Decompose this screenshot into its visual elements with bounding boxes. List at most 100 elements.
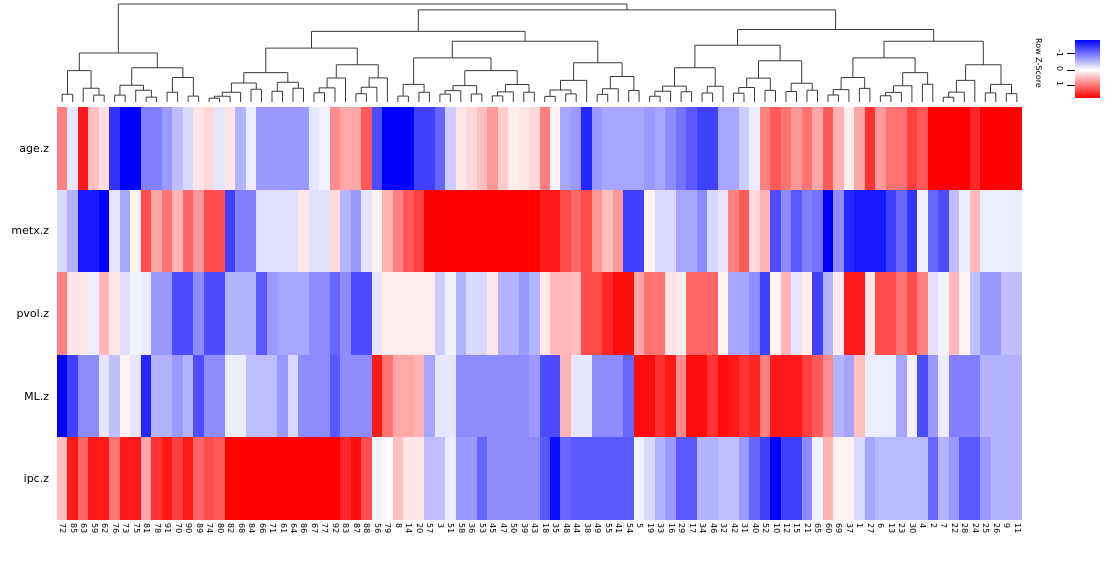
heatmap-cell [718,355,728,437]
heatmap-cell [393,190,403,272]
heatmap-cell [686,355,697,437]
heatmap-cell [288,355,298,437]
heatmap-cell [623,190,634,272]
heatmap-cell [844,272,854,355]
heatmap-cell [812,355,823,437]
heatmap-cell [204,355,214,437]
heatmap-cell [78,355,88,437]
heatmap-cell [791,107,802,190]
heatmap-cell [665,355,676,437]
heatmap-cell [917,355,928,437]
heatmap-cell [875,190,886,272]
heatmap-cell [151,272,162,355]
heatmap-cell [445,107,456,190]
column-label: 34 [698,523,708,534]
heatmap-cell [697,107,707,190]
heatmap-cell [718,437,728,520]
heatmap-cell [613,355,623,437]
heatmap-cell [183,272,193,355]
heatmap-cell [938,190,949,272]
heatmap-cell [193,272,204,355]
heatmap-cell [277,355,288,437]
heatmap-cell [928,107,938,190]
heatmap-cell [844,355,854,437]
heatmap-cell [907,355,917,437]
heatmap-cell [613,437,623,520]
heatmap-cell [550,107,560,190]
column-label: 39 [519,523,529,534]
heatmap-cell [739,437,749,520]
heatmap-cell [225,272,235,355]
heatmap-cell [277,107,288,190]
heatmap-cell [340,190,351,272]
heatmap-cell [655,107,665,190]
heatmap-cell [372,437,382,520]
heatmap-cell [571,272,581,355]
column-label: 30 [907,523,917,534]
heatmap-cell [938,107,949,190]
heatmap-cell [277,437,288,520]
heatmap-cell [519,355,529,437]
heatmap-cell [78,437,88,520]
heatmap-cell [760,355,770,437]
heatmap-cell [592,272,602,355]
heatmap-cell [634,272,644,355]
heatmap-cell [676,355,686,437]
heatmap-cell [844,107,854,190]
heatmap-cell [991,190,1001,272]
heatmap-cell [928,190,938,272]
heatmap-cell [57,272,67,355]
column-label: 26 [991,523,1001,534]
column-label: 70 [173,523,183,534]
heatmap-cell [540,272,550,355]
heatmap-cell [833,272,844,355]
column-label: 77 [320,523,330,534]
column-label: 68 [236,523,246,534]
heatmap-cell [686,190,697,272]
heatmap-cell [886,107,896,190]
heatmap-cell [844,437,854,520]
heatmap-cell [571,355,581,437]
heatmap-cell [529,272,540,355]
heatmap-cell [529,107,540,190]
heatmap-cell [487,437,498,520]
heatmap-cell [298,272,309,355]
column-label: 42 [729,523,739,534]
heatmap-cell [204,437,214,520]
column-label: 63 [79,523,89,534]
heatmap-cell [802,355,812,437]
column-label: 82 [226,523,236,534]
heatmap-cell [676,272,686,355]
heatmap-cell [204,272,214,355]
heatmap-cell [424,355,435,437]
heatmap-cell [298,107,309,190]
heatmap-cell [760,437,770,520]
heatmap-cell [67,190,78,272]
heatmap-cell [225,355,235,437]
heatmap-cell [256,107,267,190]
heatmap-cell [1001,107,1012,190]
heatmap-cell [613,190,623,272]
column-dendrogram [61,3,1018,102]
column-label: 66 [257,523,267,534]
heatmap-cell [246,272,256,355]
heatmap-cell [823,107,833,190]
heatmap-cell [361,355,372,437]
column-label: 19 [645,523,655,534]
heatmap-cell [1012,272,1022,355]
heatmap-cell [602,107,613,190]
column-label: 25 [981,523,991,534]
heatmap-cell [267,272,277,355]
heatmap-cell [707,190,718,272]
heatmap-cell [162,355,172,437]
heatmap-cell [466,437,477,520]
heatmap-cell [393,272,403,355]
heatmap-cell [340,355,351,437]
heatmap-cell [886,272,896,355]
heatmap-cell [760,272,770,355]
heatmap-cell [802,190,812,272]
heatmap-cell [141,190,151,272]
heatmap-cell [225,190,235,272]
heatmap-cell [88,107,99,190]
color-key-tick-mark [1067,70,1075,72]
